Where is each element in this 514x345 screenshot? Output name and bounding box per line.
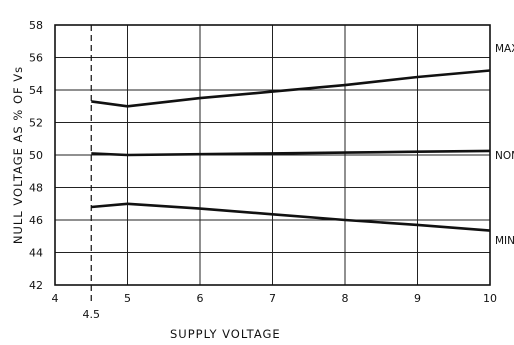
x-tick-label-8: 8 [342, 292, 349, 305]
y-tick-label-42: 42 [29, 279, 43, 292]
series-line-nom [91, 149, 491, 157]
x-tick-label-6: 6 [197, 292, 204, 305]
x-axis-title: SUPPLY VOLTAGE [170, 327, 281, 341]
plot-frame [54, 24, 491, 286]
x-tick-label-10: 10 [483, 292, 497, 305]
y-axis-title: NULL VOLTAGE AS % OF Vs [11, 66, 25, 244]
x-tick-label-extra: 4.5 [83, 308, 101, 321]
y-tick-label-58: 58 [29, 19, 43, 32]
y-tick-label-50: 50 [29, 149, 43, 162]
series-labels: MAX NOM MIN [495, 43, 514, 247]
x-tick-label-5: 5 [124, 292, 131, 305]
series-label-min: MIN [495, 235, 514, 247]
series-group [91, 69, 491, 232]
x-tick-labels: 4 5 6 7 8 9 10 4.5 [52, 292, 498, 321]
y-tick-label-56: 56 [29, 52, 43, 65]
x-tick-label-4: 4 [52, 292, 59, 305]
series-line-max [91, 69, 491, 108]
y-tick-label-54: 54 [29, 84, 43, 97]
y-tick-label-44: 44 [29, 247, 43, 260]
x-tick-label-9: 9 [414, 292, 421, 305]
y-tick-label-48: 48 [29, 182, 43, 195]
y-tick-labels: 42 44 46 48 50 52 54 56 58 [29, 19, 43, 292]
series-label-max: MAX [495, 43, 514, 55]
y-tick-label-52: 52 [29, 117, 43, 130]
series-line-min [91, 202, 491, 232]
series-label-nom: NOM [495, 150, 514, 162]
y-tick-label-46: 46 [29, 214, 43, 227]
x-tick-label-7: 7 [269, 292, 276, 305]
